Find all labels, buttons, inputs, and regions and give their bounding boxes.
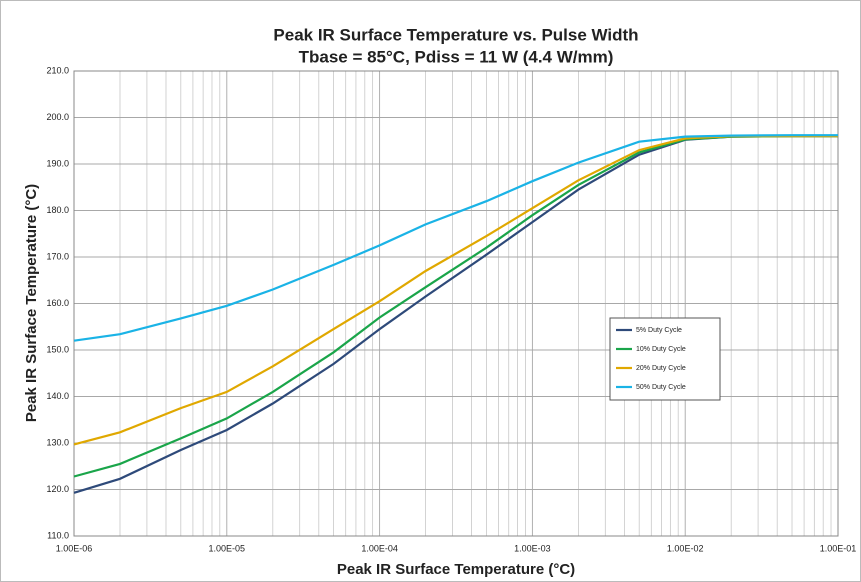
x-tick-label: 1.00E-06 [56, 543, 93, 553]
y-tick-label: 170.0 [46, 251, 69, 261]
y-tick-label: 210.0 [46, 65, 69, 75]
y-tick-label: 200.0 [46, 112, 69, 122]
x-tick-label: 1.00E-05 [209, 543, 246, 553]
plot-frame [73, 70, 839, 537]
legend-label: 50% Duty Cycle [636, 384, 686, 391]
y-tick-label: 180.0 [46, 205, 69, 215]
y-tick-label: 140.0 [46, 391, 69, 401]
y-tick-label: 150.0 [46, 344, 69, 354]
series-line [73, 135, 838, 446]
y-tick-label: 120.0 [46, 484, 69, 494]
chart-title: Peak IR Surface Temperature vs. Pulse Wi… [273, 25, 638, 44]
x-tick-label: 1.00E-01 [820, 543, 857, 553]
y-tick-label: 130.0 [46, 437, 69, 447]
legend-box [609, 317, 721, 401]
legend-label: 10% Duty Cycle [636, 346, 686, 353]
y-tick-label: 110.0 [47, 530, 69, 540]
y-tick-label: 190.0 [46, 158, 69, 168]
x-tick-label: 1.00E-02 [667, 543, 704, 553]
x-tick-label: 1.00E-04 [361, 543, 398, 553]
y-axis-label: Peak IR Surface Temperature (°C) [23, 184, 40, 422]
series-line [73, 134, 838, 342]
y-tick-label: 160.0 [46, 298, 69, 308]
x-tick-label: 1.00E-03 [514, 543, 551, 553]
legend-label: 5% Duty Cycle [636, 327, 682, 334]
legend-label: 20% Duty Cycle [636, 365, 686, 372]
chart-subtitle: Tbase = 85°C, Pdiss = 11 W (4.4 W/mm) [299, 47, 614, 66]
x-axis-label: Peak IR Surface Temperature (°C) [337, 561, 575, 578]
